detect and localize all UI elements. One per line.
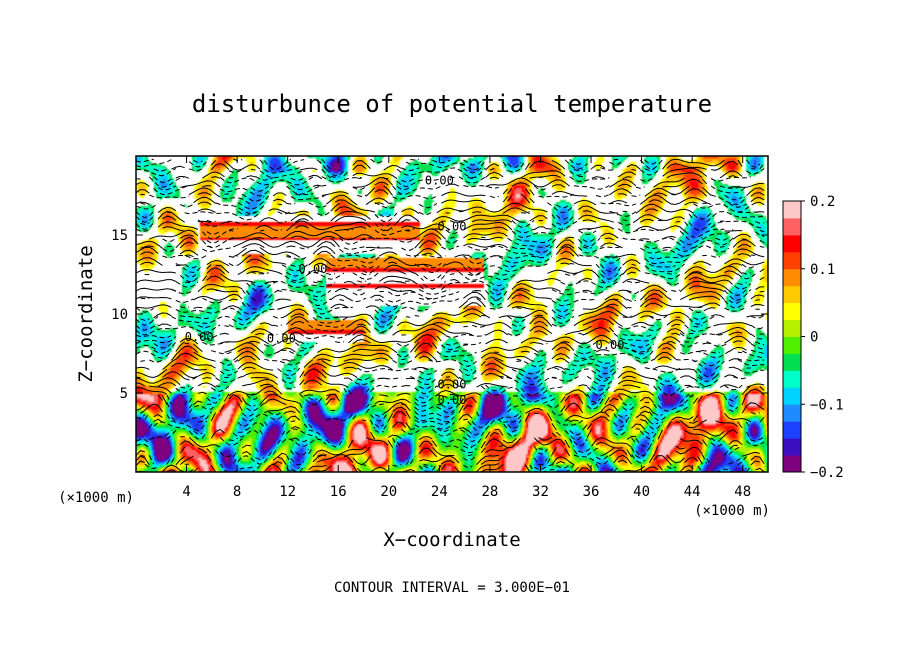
colorbar-segment	[783, 319, 801, 337]
x-tick-label: 40	[633, 484, 650, 500]
colorbar-segment	[783, 387, 801, 405]
y-axis-ticks: 5 10 15	[111, 228, 768, 402]
colorbar-tick-label: −0.1	[810, 397, 844, 413]
x-tick-label: 8	[233, 484, 241, 500]
contour-interval-note: CONTOUR INTERVAL = 3.000E−01	[334, 580, 570, 596]
contour-value-label: 0.00	[185, 330, 214, 344]
contour-line	[136, 158, 765, 472]
colorbar-segment	[783, 438, 801, 456]
x-tick-label: 16	[330, 484, 347, 500]
colorbar-segments	[783, 201, 801, 473]
colorbar-segment	[783, 268, 801, 287]
contour-labels: 0.00 0.00 0.00 0.00 0.00 0.00 0.00 0.00	[185, 173, 625, 407]
contour-value-label: 0.00	[438, 393, 467, 407]
heatmap-image	[136, 156, 768, 472]
x-tick-label: 36	[583, 484, 600, 500]
colorbar: 0.2 0.1 0 −0.1 −0.2	[782, 194, 844, 481]
plot-area: 0.00 0.00 0.00 0.00 0.00 0.00 0.00 0.00	[135, 155, 769, 473]
colorbar-segment	[783, 336, 801, 354]
x-tick-label: 24	[431, 484, 448, 500]
x-unit-left: (×1000 m)	[58, 490, 134, 506]
x-tick-label: 20	[380, 484, 397, 500]
colorbar-segment	[783, 404, 801, 422]
contour-value-label: 0.00	[596, 338, 625, 352]
colorbar-segment	[783, 251, 801, 270]
y-axis-label: Z−coordinate	[75, 245, 97, 382]
y-tick-label: 10	[111, 307, 128, 323]
contour-value-label: 0.00	[267, 331, 296, 345]
y-tick-label: 15	[111, 228, 128, 244]
heatmap-field	[136, 156, 768, 472]
contour-value-label: 0.00	[438, 219, 467, 233]
colorbar-segment	[783, 353, 801, 371]
x-axis-label: X−coordinate	[383, 529, 520, 551]
colorbar-ticks: 0.2 0.1 0 −0.1 −0.2	[801, 194, 844, 481]
colorbar-tick-label: 0.1	[810, 262, 835, 278]
contour-line	[136, 160, 765, 472]
contour-lines	[136, 158, 765, 472]
y-tick-label: 5	[120, 386, 128, 402]
x-tick-label: 32	[532, 484, 549, 500]
colorbar-segment	[783, 302, 801, 321]
contour-value-label: 0.00	[299, 262, 328, 276]
chart-title: disturbunce of potential temperature	[192, 90, 712, 118]
colorbar-segment	[783, 370, 801, 388]
x-tick-label: 12	[279, 484, 296, 500]
colorbar-segment	[783, 285, 801, 304]
colorbar-tick-label: 0	[810, 330, 818, 346]
x-unit-right: (×1000 m)	[694, 503, 770, 519]
x-axis-ticks: 4 8 12 16 20 24 28 32 36 40 44 48	[182, 156, 751, 500]
colorbar-segment	[783, 201, 801, 219]
contour-line	[136, 158, 765, 472]
contour-value-label: 0.00	[425, 173, 454, 187]
x-tick-label: 28	[481, 484, 498, 500]
colorbar-tick-label: −0.2	[810, 465, 844, 481]
colorbar-segment	[783, 234, 801, 253]
contour-value-label: 0.00	[438, 377, 467, 391]
colorbar-segment	[783, 455, 801, 473]
colorbar-segment	[783, 217, 801, 236]
colorbar-tick-label: 0.2	[810, 194, 835, 210]
x-tick-label: 4	[182, 484, 190, 500]
x-tick-label: 44	[684, 484, 701, 500]
colorbar-segment	[783, 421, 801, 439]
x-tick-label: 48	[734, 484, 751, 500]
